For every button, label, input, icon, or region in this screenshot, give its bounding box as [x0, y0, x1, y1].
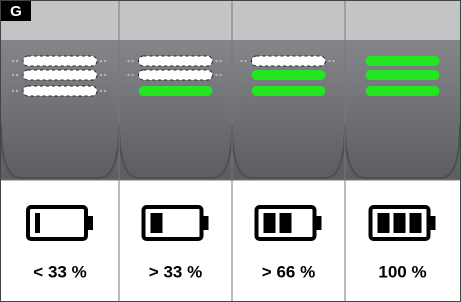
led-on: [252, 86, 326, 96]
top-strip: [345, 0, 460, 40]
panel-caption: 100 %: [378, 262, 426, 281]
battery-bar: [394, 213, 406, 233]
battery-bar: [264, 213, 276, 233]
battery-bar: [151, 213, 163, 233]
led-flashing: [139, 70, 213, 80]
led-on: [366, 86, 440, 96]
panel-caption: < 33 %: [33, 262, 86, 281]
led-on: [252, 70, 326, 80]
battery-bar: [410, 213, 422, 233]
led-flashing: [139, 56, 213, 66]
led-on: [366, 56, 440, 66]
panel-caption: > 33 %: [149, 262, 202, 281]
battery-nub: [431, 216, 436, 230]
figure-label: G: [10, 3, 22, 20]
led-flashing: [252, 56, 326, 66]
led-flashing: [23, 70, 97, 80]
led-flashing: [23, 86, 97, 96]
battery-nub: [317, 216, 322, 230]
top-strip: [119, 0, 232, 40]
battery-bar: [280, 213, 292, 233]
led-on: [366, 70, 440, 80]
led-on: [139, 86, 213, 96]
led-flashing: [23, 56, 97, 66]
top-strip: [232, 0, 345, 40]
battery-bar: [378, 213, 390, 233]
battery-bar: [35, 213, 40, 233]
battery-nub: [88, 216, 93, 230]
figure: < 33 % > 33 % > 66 % 100 % G: [0, 0, 461, 302]
panel-caption: > 66 %: [262, 262, 315, 281]
battery-nub: [204, 216, 209, 230]
